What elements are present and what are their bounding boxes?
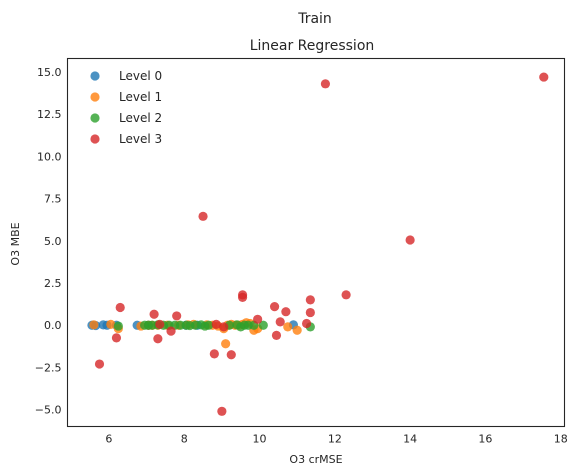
x-tick-label: 16: [478, 433, 492, 446]
y-axis-label: O3 MBE: [9, 222, 22, 265]
point-level-3-27: [539, 72, 549, 82]
point-level-3-9: [209, 349, 219, 359]
point-level-3-15: [237, 292, 248, 302]
point-level-3-0: [94, 359, 105, 369]
point-level-3-23: [305, 307, 315, 318]
point-level-1-25: [283, 322, 293, 332]
y-tick-label: 2.5: [44, 277, 62, 290]
x-tick-label: 8: [181, 433, 188, 446]
point-level-3-3: [149, 309, 159, 319]
y-tick-label: 0.0: [44, 319, 62, 332]
point-level-2-0: [113, 321, 123, 331]
point-level-3-20: [281, 307, 291, 317]
x-tick-label: 14: [403, 433, 417, 446]
point-level-3-24: [320, 79, 331, 89]
point-level-3-6: [166, 326, 176, 336]
x-tick-label: 10: [253, 433, 267, 446]
plot-area: [87, 72, 549, 416]
y-tick-label: 15.0: [37, 66, 62, 79]
point-level-3-19: [275, 317, 285, 327]
y-tick-label: 5.0: [44, 235, 62, 248]
point-level-3-16: [253, 314, 263, 324]
point-level-3-13: [226, 350, 236, 360]
y-tick-label: 7.5: [44, 193, 62, 206]
x-axis-ticks: 6 8 10 12 14 16 18: [105, 433, 567, 446]
point-level-1-26: [292, 325, 302, 335]
x-tick-label: 6: [105, 433, 112, 446]
point-level-3-18: [271, 330, 282, 340]
chart-suptitle: Train: [297, 11, 332, 27]
legend-label: Level 1: [119, 90, 162, 104]
point-level-3-17: [269, 302, 280, 312]
point-level-3-10: [211, 319, 221, 329]
y-tick-label: 12.5: [37, 108, 62, 121]
point-level-3-7: [172, 311, 182, 321]
y-tick-label: −5.0: [35, 404, 62, 417]
point-level-2-14: [204, 320, 214, 330]
point-level-3-21: [301, 318, 312, 329]
legend-marker: [90, 92, 100, 102]
point-level-3-1: [111, 333, 122, 343]
plot-frame: [66, 57, 566, 428]
y-axis-ticks: −5.0 −2.5 0.0 2.5 5.0 7.5 10.0 12.5 15.0: [35, 66, 62, 417]
point-level-3-22: [305, 295, 315, 305]
point-level-3-8: [198, 211, 208, 221]
legend-marker: [90, 71, 100, 81]
chart-title: Linear Regression: [250, 38, 375, 54]
point-level-1-15: [221, 339, 231, 349]
point-level-3-12: [219, 322, 229, 332]
legend-label: Level 0: [119, 69, 162, 83]
point-level-1-0: [89, 320, 99, 330]
x-tick-label: 18: [554, 433, 568, 446]
y-tick-label: 10.0: [37, 150, 62, 163]
point-level-3-11: [217, 406, 227, 416]
point-level-3-4: [153, 334, 163, 344]
point-level-3-26: [405, 235, 415, 245]
legend-label: Level 2: [119, 111, 162, 125]
point-level-3-5: [155, 319, 165, 329]
legend-marker: [90, 113, 100, 123]
point-level-1-1: [106, 319, 116, 329]
legend: Level 0 Level 1 Level 2 Level 3: [90, 69, 162, 146]
x-tick-label: 12: [328, 433, 342, 446]
legend-marker: [90, 134, 100, 144]
legend-label: Level 3: [119, 132, 162, 146]
point-level-3-2: [115, 302, 125, 313]
point-level-3-25: [341, 290, 351, 300]
x-axis-label: O3 crMSE: [289, 453, 342, 466]
y-tick-label: −2.5: [35, 361, 62, 374]
point-level-2-21: [258, 320, 268, 330]
